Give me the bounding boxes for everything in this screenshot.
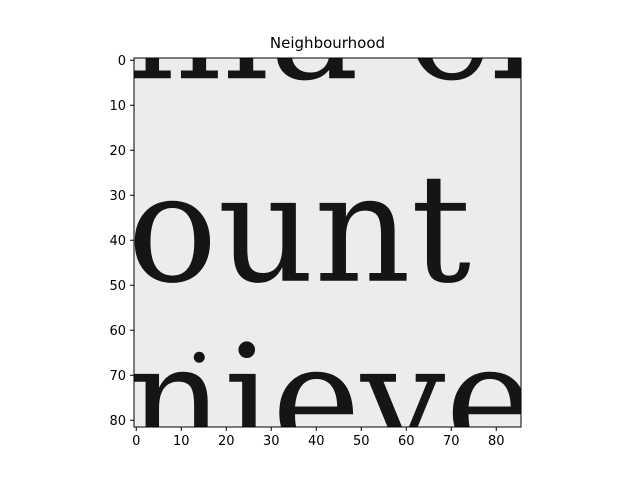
image-text-line-3: nieves xyxy=(127,314,611,480)
y-tick-label: 20 xyxy=(109,144,126,159)
y-tick-label: 50 xyxy=(109,279,126,294)
y-tick-label: 30 xyxy=(109,189,126,204)
y-tick-label: 80 xyxy=(109,414,126,429)
y-axis: 0 10 20 30 40 50 60 70 80 xyxy=(109,54,134,429)
x-tick-label: 50 xyxy=(353,434,370,449)
x-tick-label: 60 xyxy=(398,434,415,449)
x-tick-label: 20 xyxy=(218,434,235,449)
y-tick-label: 0 xyxy=(118,54,126,69)
y-tick-label: 70 xyxy=(109,369,126,384)
x-tick-label: 40 xyxy=(308,434,325,449)
y-tick-label: 40 xyxy=(109,234,126,249)
y-tick-label: 60 xyxy=(109,324,126,339)
x-tick-label: 70 xyxy=(443,434,460,449)
x-tick-label: 0 xyxy=(132,434,140,449)
chart-title: Neighbourhood xyxy=(270,34,385,52)
y-tick-label: 10 xyxy=(109,99,126,114)
image-dot xyxy=(194,352,205,363)
image-text-line-1: ma cl xyxy=(127,0,538,114)
x-tick-label: 10 xyxy=(173,434,190,449)
image-text-line-2: ount i xyxy=(127,143,566,317)
x-tick-label: 80 xyxy=(488,434,505,449)
x-tick-label: 30 xyxy=(263,434,280,449)
x-axis: 0 10 20 30 40 50 60 70 80 xyxy=(132,427,504,449)
